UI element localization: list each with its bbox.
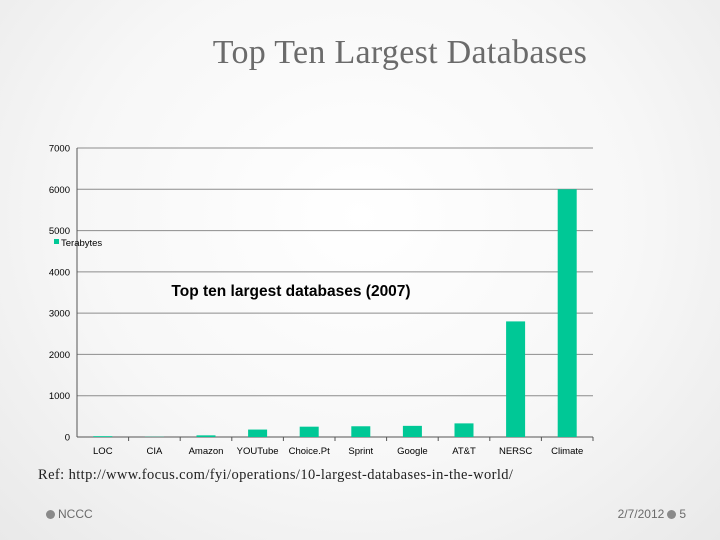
bar: [248, 429, 268, 437]
y-tick-label: 7000: [49, 144, 70, 155]
page-number: 5: [679, 507, 686, 521]
bar: [506, 321, 526, 437]
x-tick-label: Google: [397, 446, 428, 457]
bullet-dot-icon: [46, 509, 55, 519]
bar: [402, 425, 422, 437]
slide-title: Top Ten Largest Databases: [212, 34, 588, 71]
legend-swatch: [54, 239, 59, 244]
bar: [454, 423, 474, 437]
y-axis-ticks: 0 1000 2000 3000 4000 5000 6000 7000: [49, 144, 70, 444]
bars: [93, 189, 577, 437]
reference-text: Ref: http://www.focus.com/fyi/operations…: [38, 467, 514, 483]
x-tick-label: Amazon: [189, 446, 224, 457]
bar: [557, 189, 577, 437]
x-tick-label: AT&T: [452, 446, 476, 457]
x-tick-label: Sprint: [348, 446, 373, 457]
x-axis-labels: LOC CIA Amazon YOUTube Choice.Pt Sprint Google…: [93, 446, 583, 457]
gridlines: [77, 147, 593, 397]
x-tick-label: CIA: [146, 446, 163, 457]
y-tick-label: 5000: [49, 226, 70, 237]
bar: [299, 426, 319, 437]
bullet-dot-icon: [667, 509, 677, 519]
x-tick-label: YOUTube: [237, 446, 279, 457]
footer-left: NCCC: [46, 507, 93, 521]
x-tick-label: LOC: [93, 446, 113, 457]
x-tick-label: Choice.Pt: [289, 446, 331, 457]
chart-title: Top ten largest databases (2007): [171, 283, 410, 300]
footer-organization: NCCC: [58, 507, 93, 521]
bar: [196, 435, 216, 437]
legend-label: Terabytes: [61, 238, 102, 249]
y-tick-label: 1000: [49, 391, 70, 402]
x-tick-label: NERSC: [499, 446, 532, 457]
x-tick-label: Climate: [551, 446, 583, 457]
bar: [93, 436, 113, 437]
footer-date: 2/7/2012: [617, 507, 665, 521]
y-tick-label: 2000: [49, 350, 70, 361]
legend: Terabytes: [54, 238, 102, 249]
y-tick-label: 4000: [49, 267, 70, 278]
y-tick-label: 0: [65, 433, 70, 444]
footer-right: 2/7/2012 5: [618, 507, 686, 521]
y-tick-label: 3000: [49, 309, 70, 320]
y-tick-label: 6000: [49, 185, 70, 196]
bar: [351, 426, 371, 437]
